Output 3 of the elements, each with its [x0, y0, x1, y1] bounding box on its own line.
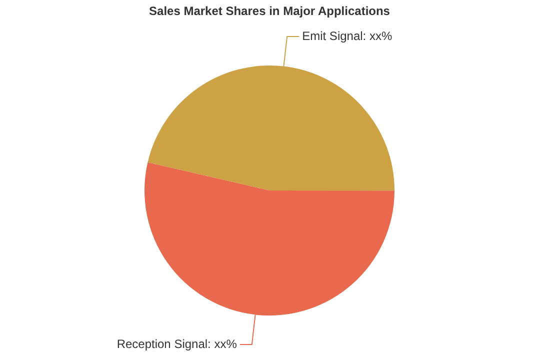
- slice-label: Emit Signal: xx%: [302, 28, 392, 43]
- slice-label: Reception Signal: xx%: [116, 336, 238, 351]
- chart-title: Sales Market Shares in Major Applications: [148, 4, 391, 18]
